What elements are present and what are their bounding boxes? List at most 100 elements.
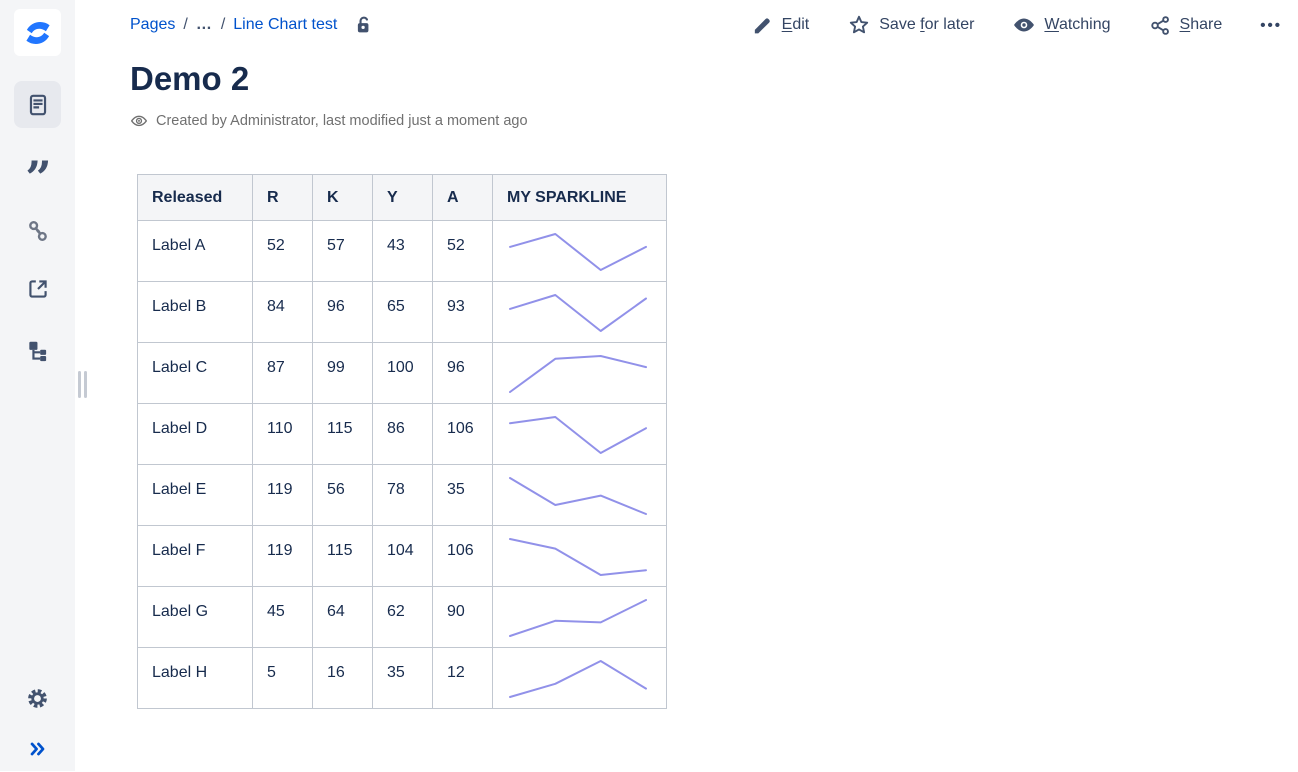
link-icon [28, 220, 47, 241]
table-row: Label H 5 16 35 12 [137, 647, 667, 709]
row-value: 35 [432, 464, 493, 526]
edit-button[interactable]: Edit [751, 14, 810, 37]
row-value: 93 [432, 281, 493, 343]
pencil-icon [754, 18, 770, 33]
sparkline-chart [509, 538, 647, 576]
breadcrumb-separator: / [183, 16, 188, 33]
more-actions-button[interactable]: ••• [1260, 16, 1282, 34]
column-header-sparkline: MY SPARKLINE [492, 174, 667, 221]
row-label: Label C [137, 342, 253, 404]
row-label: Label A [137, 220, 253, 282]
row-value: 99 [312, 342, 373, 404]
external-link-icon [28, 279, 47, 298]
views-eye-icon [131, 115, 147, 127]
confluence-logo[interactable] [14, 9, 61, 56]
sidebar-item-settings[interactable] [14, 675, 61, 722]
eye-icon [1014, 18, 1035, 32]
row-value: 35 [372, 647, 433, 709]
sparkline-chart [509, 355, 647, 393]
sparkline-chart [509, 294, 647, 332]
share-label: Share [1179, 16, 1223, 33]
column-header-r: R [252, 174, 313, 221]
edit-label: Edit [781, 16, 810, 33]
breadcrumb: Pages / … / Line Chart test [130, 14, 373, 36]
byline-text: Created by Administrator, last modified … [156, 113, 528, 129]
column-header-k: K [312, 174, 373, 221]
sparkline-chart [509, 599, 647, 637]
row-value: 64 [312, 586, 373, 648]
share-button[interactable]: Share [1149, 14, 1223, 37]
row-value: 52 [432, 220, 493, 282]
sidebar-item-blog[interactable]: ” [14, 145, 61, 205]
row-label: Label H [137, 647, 253, 709]
sparkline-cell [492, 525, 667, 587]
topbar: Pages / … / Line Chart test Edit Save for la… [75, 0, 1298, 37]
sparkline-chart [509, 416, 647, 454]
table-row: Label E 119 56 78 35 [137, 464, 667, 526]
row-value: 45 [252, 586, 313, 648]
watching-button[interactable]: Watching [1012, 13, 1111, 37]
row-value: 43 [372, 220, 433, 282]
table-row: Label A 52 57 43 52 [137, 220, 667, 282]
sidebar-item-page-tree[interactable] [14, 327, 61, 374]
row-label: Label D [137, 403, 253, 465]
breadcrumb-separator: / [220, 16, 226, 33]
sparkline-cell [492, 647, 667, 709]
page-title: Demo 2 [130, 60, 250, 97]
sidebar-expand-button[interactable] [14, 725, 61, 772]
sparkline-cell [492, 220, 667, 282]
row-value: 52 [252, 220, 313, 282]
row-value: 84 [252, 281, 313, 343]
row-value: 119 [252, 525, 313, 587]
row-value: 110 [252, 403, 313, 465]
star-icon [850, 15, 869, 34]
sparkline-cell [492, 403, 667, 465]
column-header-y: Y [372, 174, 433, 221]
sidebar-item-export[interactable] [14, 265, 61, 312]
table-row: Label D 110 115 86 106 [137, 403, 667, 465]
table-row: Label G 45 64 62 90 [137, 586, 667, 648]
sidebar-item-links[interactable] [14, 207, 61, 254]
sparkline-chart [509, 233, 647, 271]
column-header-released: Released [137, 174, 253, 221]
byline: Created by Administrator, last modified … [130, 113, 1298, 129]
breadcrumb-item-2[interactable]: Line Chart test [233, 16, 338, 33]
breadcrumb-item-1[interactable]: … [195, 16, 213, 33]
row-value: 78 [372, 464, 433, 526]
row-value: 104 [372, 525, 433, 587]
row-label: Label B [137, 281, 253, 343]
row-value: 96 [432, 342, 493, 404]
sidebar: ” [0, 0, 75, 771]
sparkline-cell [492, 586, 667, 648]
sidebar-resize-handle[interactable] [78, 371, 90, 403]
save-for-later-button[interactable]: Save for later [847, 13, 974, 37]
row-value: 16 [312, 647, 373, 709]
sparkline-chart [509, 477, 647, 515]
row-value: 62 [372, 586, 433, 648]
sparkline-cell [492, 281, 667, 343]
row-value: 100 [372, 342, 433, 404]
row-value: 96 [312, 281, 373, 343]
unlocked-padlock-icon[interactable] [351, 14, 373, 36]
share-icon [1150, 15, 1169, 35]
row-label: Label G [137, 586, 253, 648]
row-value: 56 [312, 464, 373, 526]
page-icon [29, 94, 46, 115]
quote-icon: ” [25, 150, 52, 205]
data-table: Released R K Y A MY SPARKLINE Label A 52 5… [137, 174, 667, 709]
row-value: 106 [432, 525, 493, 587]
sidebar-item-pages[interactable] [14, 81, 61, 128]
row-value: 12 [432, 647, 493, 709]
table-row: Label B 84 96 65 93 [137, 281, 667, 343]
row-value: 65 [372, 281, 433, 343]
row-label: Label F [137, 525, 253, 587]
page-actions: Edit Save for later Watching [751, 13, 1282, 37]
row-value: 86 [372, 403, 433, 465]
row-value: 115 [312, 403, 373, 465]
breadcrumb-item-0[interactable]: Pages [130, 16, 176, 33]
row-value: 87 [252, 342, 313, 404]
main-content: Pages / … / Line Chart test Edit Save for la… [75, 0, 1298, 771]
expand-icon [30, 742, 44, 755]
row-value: 5 [252, 647, 313, 709]
sparkline-chart [509, 660, 647, 698]
